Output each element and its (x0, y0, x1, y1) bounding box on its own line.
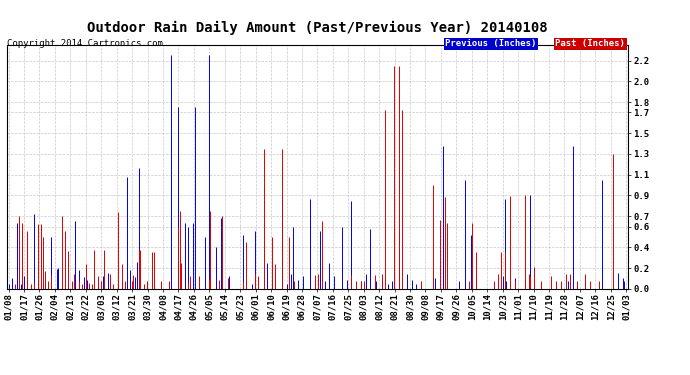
Text: Outdoor Rain Daily Amount (Past/Previous Year) 20140108: Outdoor Rain Daily Amount (Past/Previous… (87, 21, 548, 35)
Text: Copyright 2014 Cartronics.com: Copyright 2014 Cartronics.com (7, 39, 163, 48)
Text: Past (Inches): Past (Inches) (555, 39, 625, 48)
Text: Previous (Inches): Previous (Inches) (445, 39, 536, 48)
